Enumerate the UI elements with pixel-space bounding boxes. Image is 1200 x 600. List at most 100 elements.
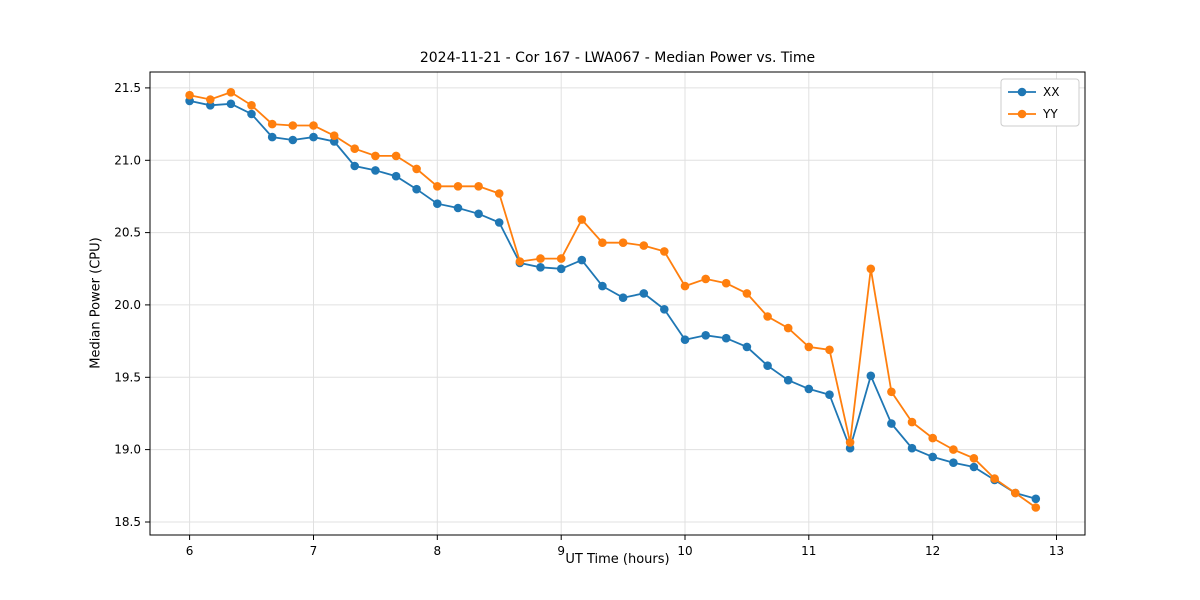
legend-entry-XX: XX: [1008, 85, 1059, 99]
data-point-XX: [474, 209, 483, 219]
data-point-XX: [763, 361, 772, 371]
legend-marker-icon: [1017, 87, 1027, 97]
axes-frame: [149, 71, 1086, 536]
data-point-YY: [515, 257, 525, 266]
data-point-XX: [680, 335, 690, 345]
y-tick-label: 18.5: [114, 515, 141, 529]
data-point-XX: [391, 171, 401, 181]
data-point-YY: [907, 417, 917, 427]
data-point-XX: [639, 289, 649, 298]
data-point-XX: [618, 293, 628, 303]
data-point-YY: [288, 121, 298, 130]
data-point-XX: [949, 458, 958, 468]
data-point-XX: [577, 255, 587, 265]
data-point-XX: [433, 199, 442, 208]
data-point-YY: [1011, 488, 1020, 498]
data-point-YY: [887, 387, 896, 397]
x-tick-label: 12: [925, 544, 940, 558]
data-point-XX: [371, 166, 380, 175]
x-axis-label: UT Time (hours): [565, 552, 670, 567]
data-point-YY: [185, 90, 194, 100]
data-point-XX: [825, 390, 834, 400]
chart-title: 2024-11-21 - Cor 167 - LWA067 - Median P…: [419, 50, 816, 66]
data-point-XX: [1031, 494, 1041, 504]
data-point-XX: [412, 184, 421, 194]
data-point-XX: [907, 443, 917, 453]
data-point-XX: [928, 452, 937, 462]
legend-marker-icon: [1017, 109, 1027, 119]
x-tick-label: 7: [310, 544, 318, 558]
data-point-XX: [660, 305, 669, 314]
legend-label: YY: [1042, 107, 1058, 121]
data-point-XX: [288, 135, 298, 145]
data-point-XX: [866, 371, 876, 381]
y-tick-label: 20.5: [114, 226, 141, 240]
data-point-XX: [969, 462, 979, 472]
data-point-XX: [598, 281, 607, 291]
data-point-YY: [680, 281, 690, 291]
data-point-YY: [371, 151, 380, 161]
y-tick-label: 19.0: [114, 443, 141, 457]
data-point-YY: [969, 454, 979, 463]
data-point-YY: [618, 238, 628, 247]
data-point-XX: [309, 132, 318, 142]
data-point-YY: [701, 274, 710, 284]
x-tick-label: 9: [557, 544, 565, 558]
legend-entry-YY: YY: [1008, 107, 1058, 121]
data-point-YY: [556, 254, 566, 263]
legend: XX YY: [1000, 78, 1080, 127]
data-point-YY: [660, 247, 669, 256]
data-point-XX: [783, 375, 793, 385]
data-point-YY: [866, 264, 876, 274]
y-tick-label: 21.5: [114, 81, 141, 95]
data-point-XX: [247, 109, 256, 119]
y-tick-label: 20.0: [114, 298, 141, 312]
x-tick-label: 8: [433, 544, 441, 558]
data-point-YY: [845, 438, 855, 447]
x-tick-label: 11: [801, 544, 816, 558]
data-point-XX: [267, 132, 277, 142]
data-point-YY: [825, 345, 834, 355]
data-point-YY: [763, 312, 772, 321]
data-point-YY: [474, 182, 483, 191]
data-point-YY: [433, 182, 442, 191]
data-point-YY: [494, 189, 504, 198]
y-axis-ticks: 18.5 19.0 19.5 20.0 20.5 21.0 21.5: [114, 81, 150, 529]
data-point-XX: [701, 331, 710, 340]
data-point-YY: [391, 151, 401, 161]
data-point-YY: [783, 323, 793, 333]
data-point-XX: [742, 342, 752, 352]
data-point-XX: [494, 218, 504, 227]
data-point-YY: [742, 289, 752, 298]
x-tick-label: 13: [1049, 544, 1064, 558]
data-point-YY: [226, 88, 236, 97]
data-point-XX: [226, 99, 236, 109]
x-tick-label: 6: [186, 544, 194, 558]
data-point-YY: [309, 121, 318, 130]
gridlines: [150, 72, 1085, 535]
y-tick-label: 19.5: [114, 370, 141, 384]
data-point-YY: [928, 433, 937, 443]
series-YY: [185, 88, 1041, 512]
y-tick-label: 21.0: [114, 153, 141, 167]
data-point-YY: [577, 215, 587, 224]
y-axis-label: Median Power (CPU): [88, 237, 104, 369]
data-point-YY: [949, 445, 958, 454]
data-point-YY: [329, 131, 339, 140]
data-point-YY: [721, 278, 731, 288]
data-point-YY: [1031, 503, 1041, 512]
data-point-XX: [721, 333, 731, 343]
data-point-YY: [453, 182, 463, 191]
data-point-YY: [598, 238, 607, 247]
data-point-YY: [536, 254, 545, 263]
data-point-XX: [804, 384, 814, 394]
data-point-YY: [247, 101, 256, 110]
series-XX: [185, 96, 1041, 504]
data-point-YY: [206, 95, 215, 104]
data-point-XX: [350, 161, 360, 171]
x-axis-ticks: 6 7 8 9 10 11 12 13: [186, 535, 1064, 558]
x-tick-label: 10: [677, 544, 692, 558]
data-point-XX: [536, 263, 545, 272]
